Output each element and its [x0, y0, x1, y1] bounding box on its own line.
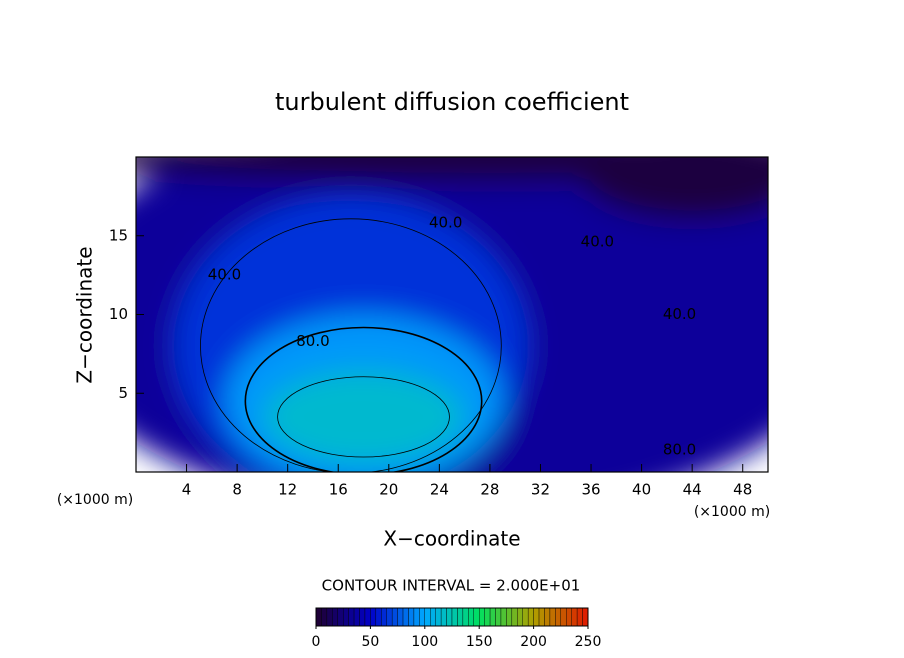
colorbar-swatch — [489, 607, 496, 627]
x-tick-label: 48 — [733, 481, 752, 499]
colorbar-tick-label: 100 — [411, 634, 438, 650]
colorbar-swatch — [321, 607, 328, 627]
contour-line — [244, 326, 483, 472]
colorbar-swatch — [457, 607, 464, 627]
colorbar-tick-label: 150 — [466, 634, 493, 650]
colorbar-swatch — [462, 607, 469, 627]
colorbar-tick-label: 0 — [312, 634, 321, 650]
colorbar-tick-label: 50 — [361, 634, 379, 650]
colorbar-swatch — [522, 607, 529, 627]
colorbar-tick-label: 200 — [520, 634, 547, 650]
colorbar-swatch — [315, 607, 322, 627]
colorbar-swatch — [353, 607, 360, 627]
colorbar-swatch — [430, 607, 436, 627]
colorbar-swatch — [381, 607, 387, 627]
y-tick-label: 15 — [109, 226, 128, 244]
y-tick-label: 10 — [109, 305, 128, 323]
x-tick-label: 28 — [480, 481, 499, 499]
colorbar-swatch — [419, 607, 425, 627]
colorbar-swatch — [337, 607, 344, 627]
colorbar-swatch — [479, 607, 485, 627]
x-axis-label: X−coordinate — [383, 527, 520, 551]
chart-title: turbulent diffusion coefficient — [275, 88, 629, 116]
y-axis-label: Z−coordinate — [73, 246, 97, 383]
colorbar-swatch — [440, 607, 447, 627]
x-tick-label: 8 — [232, 481, 242, 499]
colorbar-swatch — [375, 607, 382, 627]
x-tick-label: 12 — [278, 481, 297, 499]
field-region — [578, 157, 768, 220]
contour-label: 40.0 — [581, 233, 614, 251]
x-tick-label: 16 — [329, 481, 348, 499]
x-tick-label: 44 — [683, 481, 702, 499]
colorbar-swatch — [538, 607, 545, 627]
colorbar-swatch — [413, 607, 420, 627]
colorbar-swatch — [386, 607, 393, 627]
colorbar-swatch — [370, 607, 377, 627]
contour-label: 80.0 — [663, 440, 696, 458]
colorbar-swatch — [348, 607, 355, 627]
y-tick-label: 5 — [118, 384, 128, 402]
contour-label: 40.0 — [429, 214, 462, 232]
colorbar-swatch — [435, 607, 442, 627]
field-region — [262, 369, 465, 465]
colorbar-swatch — [495, 607, 502, 627]
colorbar-swatch — [326, 607, 333, 627]
colorbar-swatch — [533, 607, 540, 627]
colorbar-swatch — [408, 607, 415, 627]
colorbar-swatch — [576, 607, 583, 627]
field-blur — [136, 157, 768, 472]
colorbar-swatch — [566, 607, 572, 627]
contour-label: 40.0 — [208, 266, 241, 284]
colorbar-swatch — [397, 607, 404, 627]
x-unit-label: (×1000 m) — [694, 504, 770, 520]
colorbar-swatch — [571, 607, 578, 627]
colorbar-swatch — [517, 607, 523, 627]
colorbar-swatch — [484, 607, 491, 627]
colorbar-swatch — [511, 607, 518, 627]
colorbar-swatch — [364, 607, 371, 627]
colorbar-swatch — [473, 607, 480, 627]
colorbar-swatch — [560, 607, 567, 627]
colorbar-swatch — [343, 607, 349, 627]
contour-interval: CONTOUR INTERVAL = 2.000E+01 — [322, 577, 581, 595]
contour-label: 40.0 — [663, 305, 696, 323]
contour-label: 80.0 — [296, 332, 329, 350]
colorbar-tick-label: 250 — [575, 634, 602, 650]
colorbar-swatch — [555, 607, 561, 627]
colorbar-swatch — [544, 607, 551, 627]
colorbar-swatch — [332, 607, 338, 627]
colorbar-swatch — [582, 607, 589, 627]
x-tick-label: 32 — [531, 481, 550, 499]
colorbar-swatch — [549, 607, 556, 627]
colorbar-swatch — [500, 607, 507, 627]
colorbar-swatch — [527, 607, 534, 627]
colorbar-frame — [315, 607, 589, 627]
colorbar-swatch — [446, 607, 453, 627]
x-tick-label: 20 — [379, 481, 398, 499]
colorbar-swatch — [391, 607, 398, 627]
colorbar-swatch — [402, 607, 409, 627]
x-tick-label: 4 — [182, 481, 192, 499]
colorbar-swatch — [506, 607, 513, 627]
colorbar-swatch — [451, 607, 458, 627]
contour-line — [277, 376, 450, 458]
x-tick-label: 40 — [632, 481, 651, 499]
x-unit-label: (×1000 m) — [57, 492, 133, 508]
x-tick-label: 24 — [430, 481, 449, 499]
colorbar-swatch — [424, 607, 431, 627]
colorbar-swatch — [359, 607, 366, 627]
contour-line — [200, 218, 502, 472]
field: 40.0 40.0 40.0 40.0 80.0 80.0 — [136, 157, 768, 472]
colorbar-swatch — [468, 607, 474, 627]
x-tick-label: 36 — [581, 481, 600, 499]
